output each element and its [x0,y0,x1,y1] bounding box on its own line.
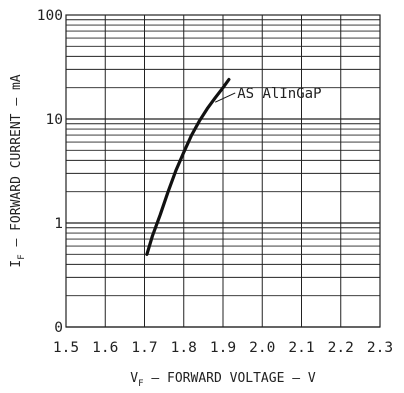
x-tick-label: 1.6 [92,340,118,356]
y-tick-label: 0 [54,320,63,336]
x-tick-label: 1.7 [131,340,157,356]
curve-layer [145,77,236,256]
plot-frame [65,14,381,328]
y-axis-title-rest: – FORWARD CURRENT – mA [9,74,24,254]
x-axis-title: VF – FORWARD VOLTAGE – V [130,371,316,389]
x-tick-label: 2.3 [367,340,393,356]
x-tick-label: 2.1 [288,340,314,356]
y-tick-label: 100 [37,8,63,24]
y-tick-labels: 0 1 10 100 [37,8,63,336]
y-axis-title: IF – FORWARD CURRENT – mA [9,74,27,267]
x-tick-label: 2.2 [328,340,354,356]
x-tick-label: 2.0 [249,340,275,356]
y-tick-label: 1 [54,216,63,232]
x-tick-label: 1.8 [171,340,197,356]
series-annotation: AS AlInGaP [237,86,321,102]
x-axis-title-subscript: F [138,379,143,389]
annotation-leader [215,92,236,103]
y-tick-label: 10 [46,112,63,128]
x-tick-labels: 1.5 1.6 1.7 1.8 1.9 2.0 2.1 2.2 2.3 [53,340,393,356]
x-axis-title-main: V [130,371,138,386]
x-axis-title-rest: – FORWARD VOLTAGE – V [144,371,316,386]
grid [65,15,381,328]
series-line [145,77,231,256]
y-axis-title-subscript: F [17,254,27,259]
x-tick-label: 1.5 [53,340,79,356]
y-axis-title-main: I [9,260,24,268]
x-tick-label: 1.9 [210,340,236,356]
